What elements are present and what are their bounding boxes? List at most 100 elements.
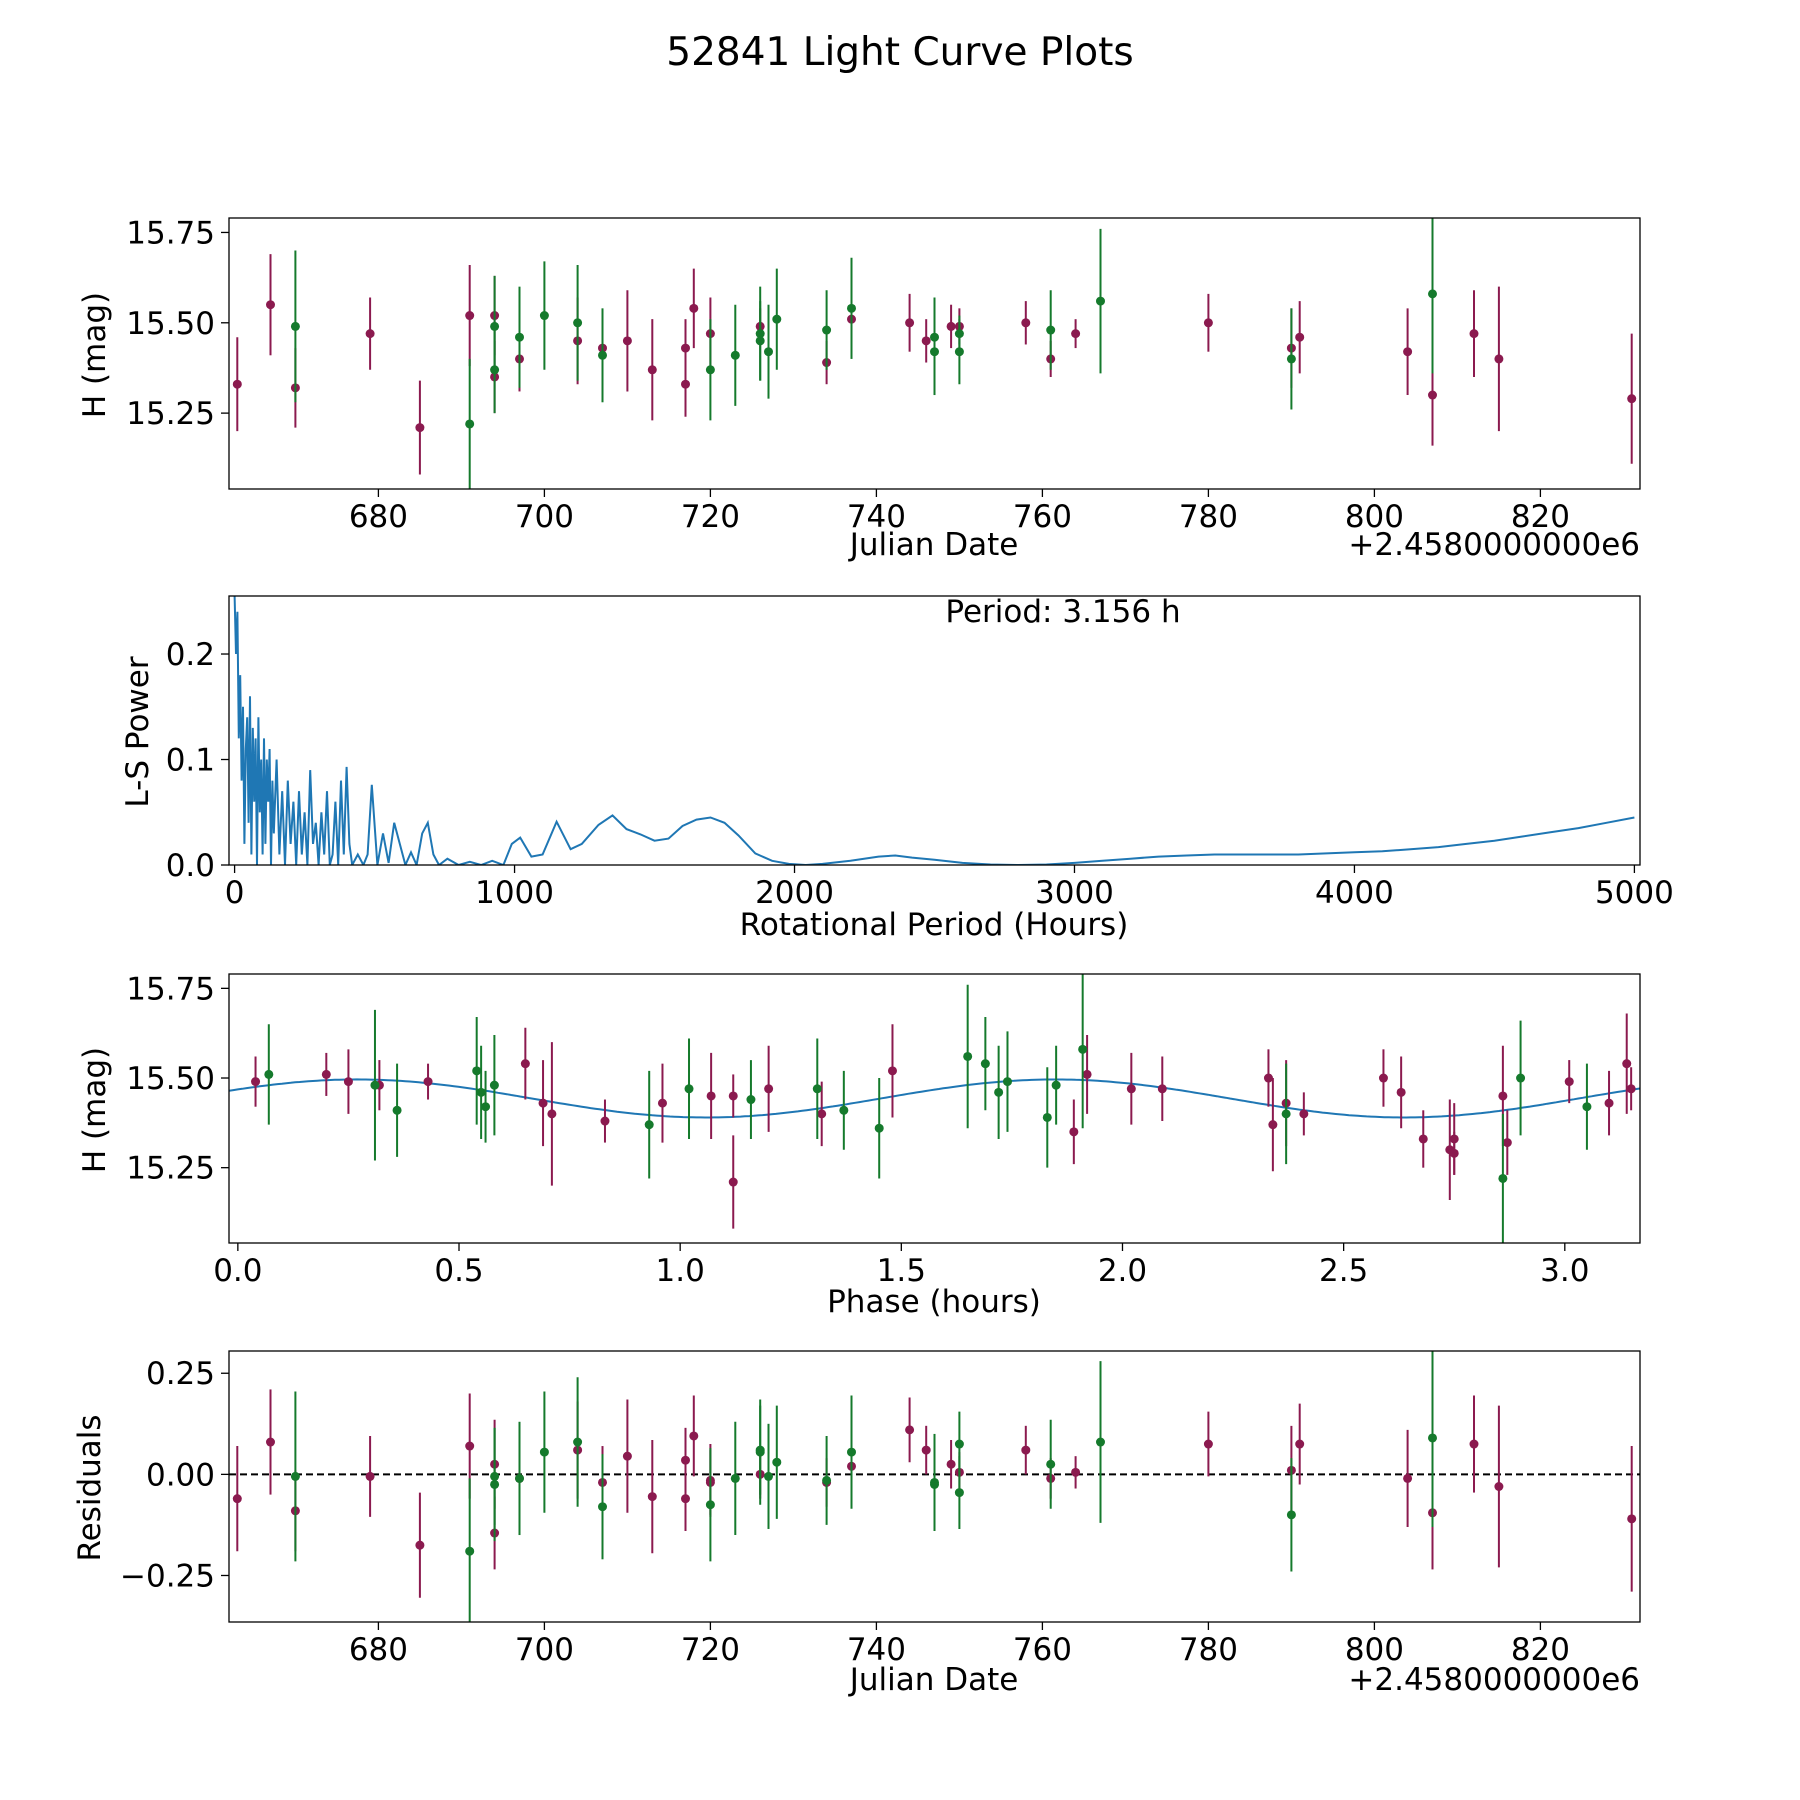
data-point (547, 1109, 557, 1119)
data-point (822, 325, 832, 335)
data-point (647, 1492, 657, 1502)
data-point (1126, 1084, 1136, 1094)
data-point (465, 311, 475, 321)
residuals-xtick-label: 820 (1511, 1632, 1570, 1668)
lightcurve-ytick-label: 15.75 (126, 215, 215, 251)
residuals-ylabel: Residuals (72, 1414, 108, 1561)
residuals-ytick-label: 0.00 (146, 1457, 215, 1493)
data-point (1021, 1445, 1031, 1455)
data-point (946, 321, 956, 331)
data-point (1295, 332, 1305, 342)
data-point (365, 1471, 375, 1481)
data-point (684, 1084, 694, 1094)
data-point (1082, 1069, 1092, 1079)
data-point (705, 365, 715, 375)
data-point (954, 329, 964, 339)
data-point (465, 1441, 475, 1451)
periodogram-axes-frame (228, 595, 1641, 866)
data-point (874, 1123, 884, 1133)
data-point (1403, 1473, 1413, 1483)
data-point (887, 1066, 897, 1076)
data-point (980, 1059, 990, 1069)
data-point (538, 1098, 548, 1108)
data-point (1378, 1073, 1388, 1083)
lightcurve-series (290, 218, 1437, 489)
data-point (520, 1059, 530, 1069)
phased-ytick-label: 15.25 (126, 1151, 215, 1187)
data-point (1604, 1098, 1614, 1108)
data-point (1396, 1087, 1406, 1097)
phased-xlabel: Phase (hours) (827, 1284, 1041, 1320)
data-point (598, 1502, 607, 1512)
lightcurve-xtick-label: 800 (1345, 499, 1404, 535)
data-point (423, 1077, 433, 1087)
periodogram-ytick-label: 0.1 (166, 743, 215, 779)
data-point (817, 1109, 827, 1119)
data-point (1281, 1109, 1291, 1119)
data-point (1203, 318, 1213, 328)
data-point (1078, 1044, 1088, 1054)
data-point (1494, 354, 1504, 364)
figure-title: 52841 Light Curve Plots (666, 30, 1133, 75)
data-point (515, 1473, 524, 1483)
data-point (622, 336, 632, 346)
data-point (847, 1447, 856, 1457)
lightcurve-ylabel: H (mag) (77, 292, 113, 418)
residuals-xtick-label: 740 (847, 1632, 906, 1668)
periodogram-ylabel: L-S Power (120, 656, 156, 807)
data-point (1428, 1433, 1437, 1443)
data-point (1286, 354, 1296, 364)
data-point (921, 336, 931, 346)
data-point (598, 350, 607, 360)
data-point (1403, 347, 1413, 357)
data-point (232, 379, 242, 389)
residuals-axes-frame (228, 1350, 1641, 1623)
data-point (839, 1105, 849, 1115)
period-annotation: Period: 3.156 h (945, 594, 1180, 630)
data-point (392, 1105, 402, 1115)
phased-ytick-label: 15.75 (126, 971, 215, 1007)
periodogram-xtick-label: 4000 (1315, 875, 1394, 911)
lightcurve-plot-area (232, 218, 1637, 489)
data-point (772, 1457, 782, 1467)
residuals-xlabel: Julian Date (848, 1662, 1019, 1698)
periodogram-ytick-label: 0.2 (166, 637, 215, 673)
lightcurve-xtick-label: 760 (1013, 499, 1072, 535)
data-point (1428, 390, 1437, 400)
lightcurve-ytick-label: 15.50 (126, 306, 215, 342)
periodogram-xtick-label: 5000 (1595, 875, 1674, 911)
data-point (730, 350, 740, 360)
data-point (1469, 329, 1479, 339)
data-point (812, 1084, 822, 1094)
residuals-xtick-label: 720 (681, 1632, 740, 1668)
periodogram-xtick-label: 2000 (755, 875, 834, 911)
residuals-plot-area (229, 1351, 1640, 1622)
data-point (644, 1120, 654, 1130)
data-point (764, 347, 773, 357)
periodogram-xlabel: Rotational Period (Hours) (740, 907, 1129, 943)
lightcurve-xlabel: Julian Date (848, 527, 1019, 563)
data-point (1299, 1109, 1309, 1119)
data-point (515, 332, 524, 342)
data-point (622, 1451, 632, 1461)
periodogram-xtick-label: 3000 (1035, 875, 1114, 911)
data-point (321, 1069, 331, 1079)
data-point (1295, 1439, 1305, 1449)
residuals-xtick-label: 700 (515, 1632, 574, 1668)
residuals-ytick-label: −0.25 (120, 1558, 215, 1594)
data-point (1622, 1059, 1632, 1069)
phased-xtick-label: 0.5 (434, 1253, 483, 1289)
data-point (490, 365, 500, 375)
data-point (290, 1471, 300, 1481)
data-point (266, 300, 275, 310)
data-point (415, 423, 425, 433)
residuals-xtick-label: 760 (1013, 1632, 1072, 1668)
data-point (489, 1080, 499, 1090)
data-point (930, 1479, 939, 1489)
lightcurve-offset-label: +2.4580000000e6 (1348, 527, 1640, 563)
data-point (264, 1069, 274, 1079)
data-point (266, 1437, 275, 1447)
data-point (1286, 1510, 1296, 1520)
data-point (681, 343, 690, 353)
residuals-offset-label: +2.4580000000e6 (1348, 1662, 1640, 1698)
